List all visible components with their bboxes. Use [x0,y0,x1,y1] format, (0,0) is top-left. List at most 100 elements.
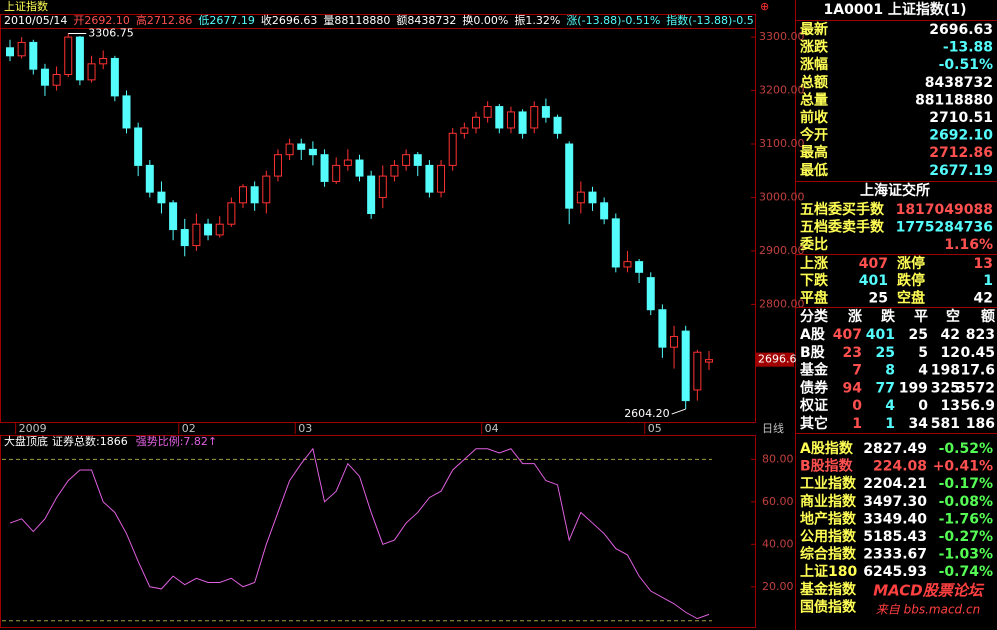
table-cell: 权证 [799,397,828,414]
price-tag: 2696.6 [758,353,797,366]
order-label: 委比 [799,236,828,253]
y-tick-label: 3300.00 [759,30,805,43]
table-cell: 25 [876,345,895,361]
period-label: 日线 [762,421,784,435]
breadth-value: 13 [974,256,993,272]
index-change: +0.41% [933,459,993,475]
candle-body [122,95,131,129]
table-cell: 325 [931,380,960,396]
info-item: 收2696.63 [261,13,318,27]
index-value: 2333.67 [863,547,927,563]
index-name: 综合指数 [800,546,857,563]
index-value: 2827.49 [863,441,927,457]
candle-body [658,309,667,348]
info-item: 换0.00% [462,13,508,27]
y-tick-label: 60.00 [762,495,794,508]
info-item: 低2677.19 [198,14,255,27]
index-name: 地产指数 [800,510,857,527]
candle-body [40,68,49,86]
table-cell: A股 [800,327,826,343]
table-header: 涨 [848,309,862,325]
quote-value: -0.51% [939,57,993,73]
info-item: 额8438732 [396,14,456,27]
info-item: 振1.32% [514,13,560,27]
candle-body [681,330,690,402]
candle-body [308,148,317,156]
table-header: 额 [981,308,995,325]
candle-body [87,63,96,81]
candle-body [145,164,154,193]
candle-body [250,186,259,204]
quote-value: 2692.10 [929,128,993,144]
candle-body [17,41,26,57]
annotation: 2604.20 [624,407,670,420]
candle-body [576,191,585,204]
candle-body [262,175,271,204]
table-cell: 5 [918,345,928,361]
index-name: 公用指数 [800,528,857,545]
table-cell: 407 [833,327,862,343]
table-header: 分类 [800,308,829,325]
table-cell: 0 [918,398,928,414]
candle-body [611,218,620,268]
index-change: -0.27% [939,529,993,545]
candle-body [402,154,411,166]
index-change: -0.08% [939,494,993,510]
indicator-frame [0,435,756,628]
index-value: 3349.40 [863,511,927,527]
index-name: 国债指数 [800,598,857,615]
index-name: 工业指数 [800,475,857,492]
candle-body [378,175,387,198]
table-cell: 581 [931,416,960,432]
index-name: B股指数 [800,458,854,475]
candle-body [204,223,213,236]
info-item: 高2712.86 [136,13,193,27]
breadth-value: 1 [983,273,993,289]
table-cell: 198 [931,363,960,379]
index-name: 商业指数 [800,493,857,510]
candle-body [670,335,679,348]
y-tick-label: 2900.00 [759,244,805,257]
candle-body [646,277,655,311]
table-cell: 3572 [956,380,995,396]
candle-body [437,164,446,193]
index-change: -0.74% [939,564,993,580]
candle-body [693,351,702,391]
table-cell: B股 [800,345,826,361]
candle-body [506,111,515,129]
info-item: 涨(-13.88)-0.51% [566,14,660,27]
x-tick-label: 05 [648,422,662,435]
candle-body [99,57,108,65]
candle-body [635,261,644,273]
candle-body [495,106,504,129]
table-header: 跌 [881,309,896,325]
table-header: 空 [946,308,960,325]
y-tick-label: 40.00 [762,537,794,550]
menu-icon[interactable]: ⊕ [760,0,769,13]
breadth-label: 下跌 [800,273,829,289]
order-label: 五档委买手数 [800,201,885,218]
candle-body [483,106,492,118]
table-cell: 17.6 [960,363,995,379]
y-tick-label: 3200.00 [759,84,805,97]
table-cell: 4 [885,398,895,414]
table-cell: 42 [941,327,960,343]
candle-body [215,223,224,236]
index-value: 6245.93 [863,564,927,580]
candle-body [285,143,294,156]
candle-body [52,74,61,86]
candle-body [75,36,84,81]
index-change: -0.52% [939,441,993,457]
table-cell: 1 [852,416,862,432]
price-frame [0,14,756,423]
table-cell: 25 [909,327,928,343]
candle-body [541,106,550,118]
index-value: 3497.30 [863,494,927,510]
x-tick-label: 04 [485,422,499,435]
table-cell: 债券 [800,379,829,396]
table-cell: 12 [941,345,960,361]
table-cell: 7 [852,363,862,379]
candle-body [460,127,469,134]
